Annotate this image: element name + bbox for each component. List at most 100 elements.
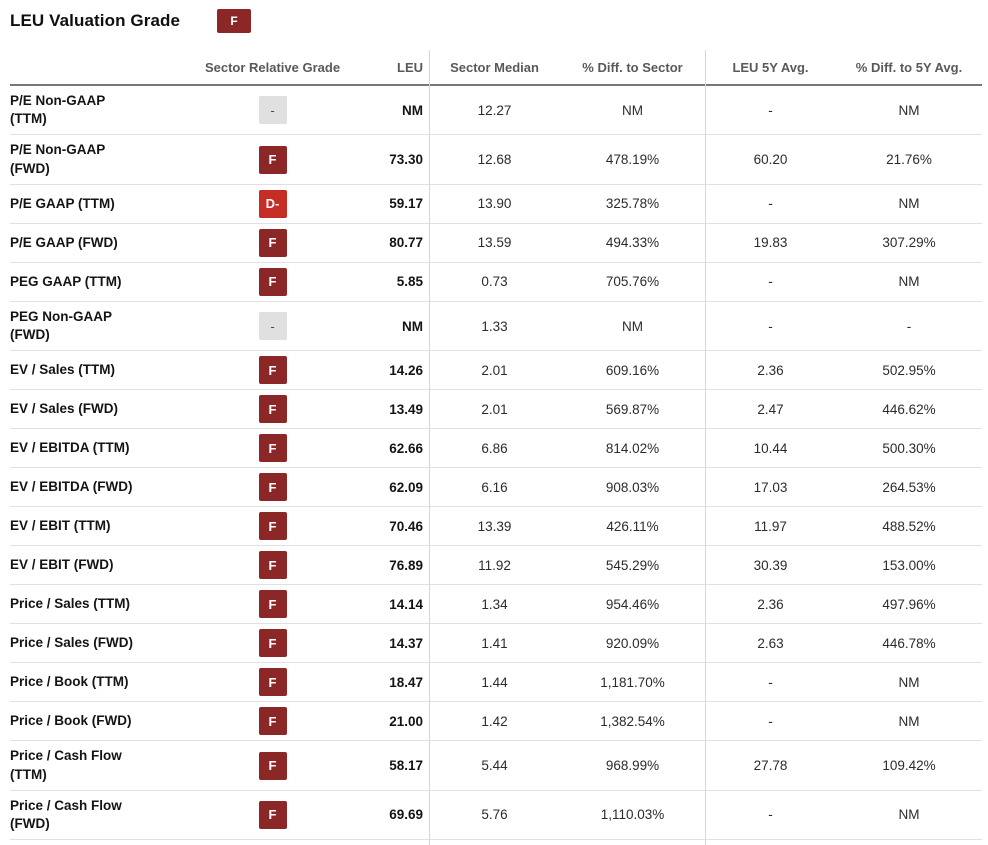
grade-cell: F (200, 663, 345, 701)
overall-grade-badge[interactable]: F (217, 9, 252, 33)
leu-5y-avg-value: - (768, 102, 773, 118)
grade-cell: - (200, 307, 345, 345)
leu-5y-avg-value: - (768, 318, 773, 334)
metric-label: Price / Book (FWD) (10, 713, 132, 729)
sector-median-value: 2.01 (481, 362, 508, 378)
table-row: PEG GAAP (TTM) F 5.85 0.73 705.76% - NM (10, 263, 982, 302)
metric-label: EV / EBITDA (TTM) (10, 440, 130, 456)
table-row: Price / Cash Flow (FWD) F 69.69 5.76 1,1… (10, 791, 982, 841)
sector-median-value: 12.68 (477, 152, 512, 168)
metric-label: Price / Cash Flow (TTM) (10, 748, 122, 782)
leu-value: 62.09 (389, 479, 423, 495)
diff-to-sector-value: 545.29% (605, 557, 660, 573)
sector-grade-badge[interactable]: F (258, 267, 287, 296)
table-row: Price / Cash Flow (TTM) F 58.17 5.44 968… (10, 741, 982, 791)
sector-grade-badge[interactable]: F (258, 751, 287, 780)
sector-grade-badge[interactable]: D- (258, 189, 287, 218)
sector-median-value: 1.44 (481, 674, 508, 690)
metric-label: PEG GAAP (TTM) (10, 273, 122, 289)
grade-cell: F (200, 351, 345, 389)
diff-to-sector-value: NM (622, 318, 643, 334)
leu-5y-avg-value: 19.83 (753, 235, 788, 251)
sector-grade-badge[interactable]: F (258, 590, 287, 619)
table-row: P/E Non-GAAP (FWD) F 73.30 12.68 478.19%… (10, 135, 982, 185)
sector-grade-badge[interactable]: F (258, 145, 287, 174)
leu-value: 69.69 (389, 807, 423, 823)
leu-5y-avg-value: - (768, 807, 773, 823)
leu-value: 13.49 (389, 401, 423, 417)
diff-to-5y-avg-value: 21.76% (886, 152, 932, 168)
page-title: LEU Valuation Grade (10, 11, 181, 30)
sector-grade-badge[interactable]: F (258, 800, 287, 829)
metric-label: PEG Non-GAAP (FWD) (10, 308, 112, 343)
column-divider (429, 50, 430, 845)
table-row: EV / EBIT (FWD) F 76.89 11.92 545.29% 30… (10, 546, 982, 586)
sector-grade-badge[interactable]: F (258, 434, 287, 463)
sector-grade-badge[interactable]: F (258, 512, 287, 541)
leu-5y-avg-value: 10.44 (753, 440, 788, 456)
diff-to-5y-avg-value: 109.42% (882, 758, 936, 774)
diff-to-5y-avg-value: NM (898, 713, 920, 729)
sector-grade-badge[interactable]: F (258, 356, 287, 385)
sector-grade-badge[interactable]: F (258, 707, 287, 736)
table-header-row: Sector Relative Grade LEU Sector Median … (10, 50, 982, 86)
grade-cell: F (200, 796, 345, 834)
diff-to-5y-avg-value: NM (898, 274, 920, 290)
table-row: P/E Non-GAAP (TTM) - NM 12.27 NM - NM (10, 86, 982, 136)
sector-grade-badge[interactable]: F (258, 551, 287, 580)
leu-value: 59.17 (389, 196, 423, 212)
grade-cell: F (200, 141, 345, 179)
header-sector-median: Sector Median (450, 59, 539, 75)
diff-to-sector-value: 426.11% (606, 518, 659, 534)
leu-5y-avg-value: - (768, 674, 773, 690)
sector-grade-badge[interactable]: F (258, 668, 287, 697)
leu-5y-avg-value: 2.63 (757, 635, 784, 651)
diff-to-sector-value: 705.76% (605, 274, 660, 290)
diff-to-sector-value: NM (622, 102, 643, 118)
metric-label: P/E Non-GAAP (FWD) (10, 142, 106, 176)
diff-to-sector-value: 1,181.70% (600, 674, 665, 690)
sector-median-value: 6.16 (481, 479, 508, 495)
metric-label: P/E GAAP (FWD) (10, 234, 118, 250)
leu-5y-avg-value: - (768, 196, 773, 212)
leu-value: 18.47 (389, 674, 423, 690)
sector-grade-badge[interactable]: - (258, 312, 287, 341)
diff-to-5y-avg-value: 153.00% (882, 557, 936, 573)
sector-median-value: 13.90 (477, 196, 512, 212)
header-diff-5y-avg: % Diff. to 5Y Avg. (855, 59, 963, 75)
grade-cell: D- (200, 185, 345, 223)
sector-median-value: 1.42 (481, 713, 508, 729)
table-row: Price / Book (TTM) F 18.47 1.44 1,181.70… (10, 663, 982, 703)
diff-to-5y-avg-value: 500.30% (882, 440, 936, 456)
metric-label: Price / Book (TTM) (10, 674, 129, 690)
diff-to-sector-value: 494.33% (605, 235, 660, 251)
leu-value: 14.37 (389, 635, 423, 651)
metric-label: Price / Sales (TTM) (10, 596, 131, 612)
diff-to-sector-value: 968.99% (605, 758, 660, 774)
diff-to-5y-avg-value: 502.95% (882, 362, 936, 378)
sector-grade-badge[interactable]: F (258, 473, 287, 502)
sector-grade-badge[interactable]: F (258, 228, 287, 257)
diff-to-sector-value: 569.87% (605, 401, 660, 417)
metric-label: EV / Sales (FWD) (10, 401, 119, 417)
grade-cell: F (200, 624, 345, 662)
diff-to-5y-avg-value: 446.78% (882, 635, 936, 651)
leu-5y-avg-value: - (768, 713, 773, 729)
sector-median-value: 1.41 (481, 635, 508, 651)
sector-median-value: 6.86 (481, 440, 508, 456)
leu-5y-avg-value: - (768, 274, 773, 290)
sector-median-value: 0.73 (481, 274, 508, 290)
sector-grade-badge[interactable]: F (258, 395, 287, 424)
metric-label: EV / EBIT (FWD) (10, 557, 114, 573)
table-row: Price / Sales (TTM) F 14.14 1.34 954.46%… (10, 585, 982, 625)
diff-to-5y-avg-value: 488.52% (882, 518, 936, 534)
diff-to-5y-avg-value: 446.62% (882, 401, 936, 417)
table-row: Price / Book (FWD) F 21.00 1.42 1,382.54… (10, 702, 982, 742)
sector-grade-badge[interactable]: F (258, 629, 287, 658)
leu-5y-avg-value: 30.39 (753, 557, 788, 573)
grade-cell: F (200, 507, 345, 545)
sector-grade-badge[interactable]: - (258, 96, 287, 125)
table-row: EV / Sales (TTM) F 14.26 2.01 609.16% 2.… (10, 351, 982, 391)
sector-median-value: 13.59 (477, 235, 512, 251)
